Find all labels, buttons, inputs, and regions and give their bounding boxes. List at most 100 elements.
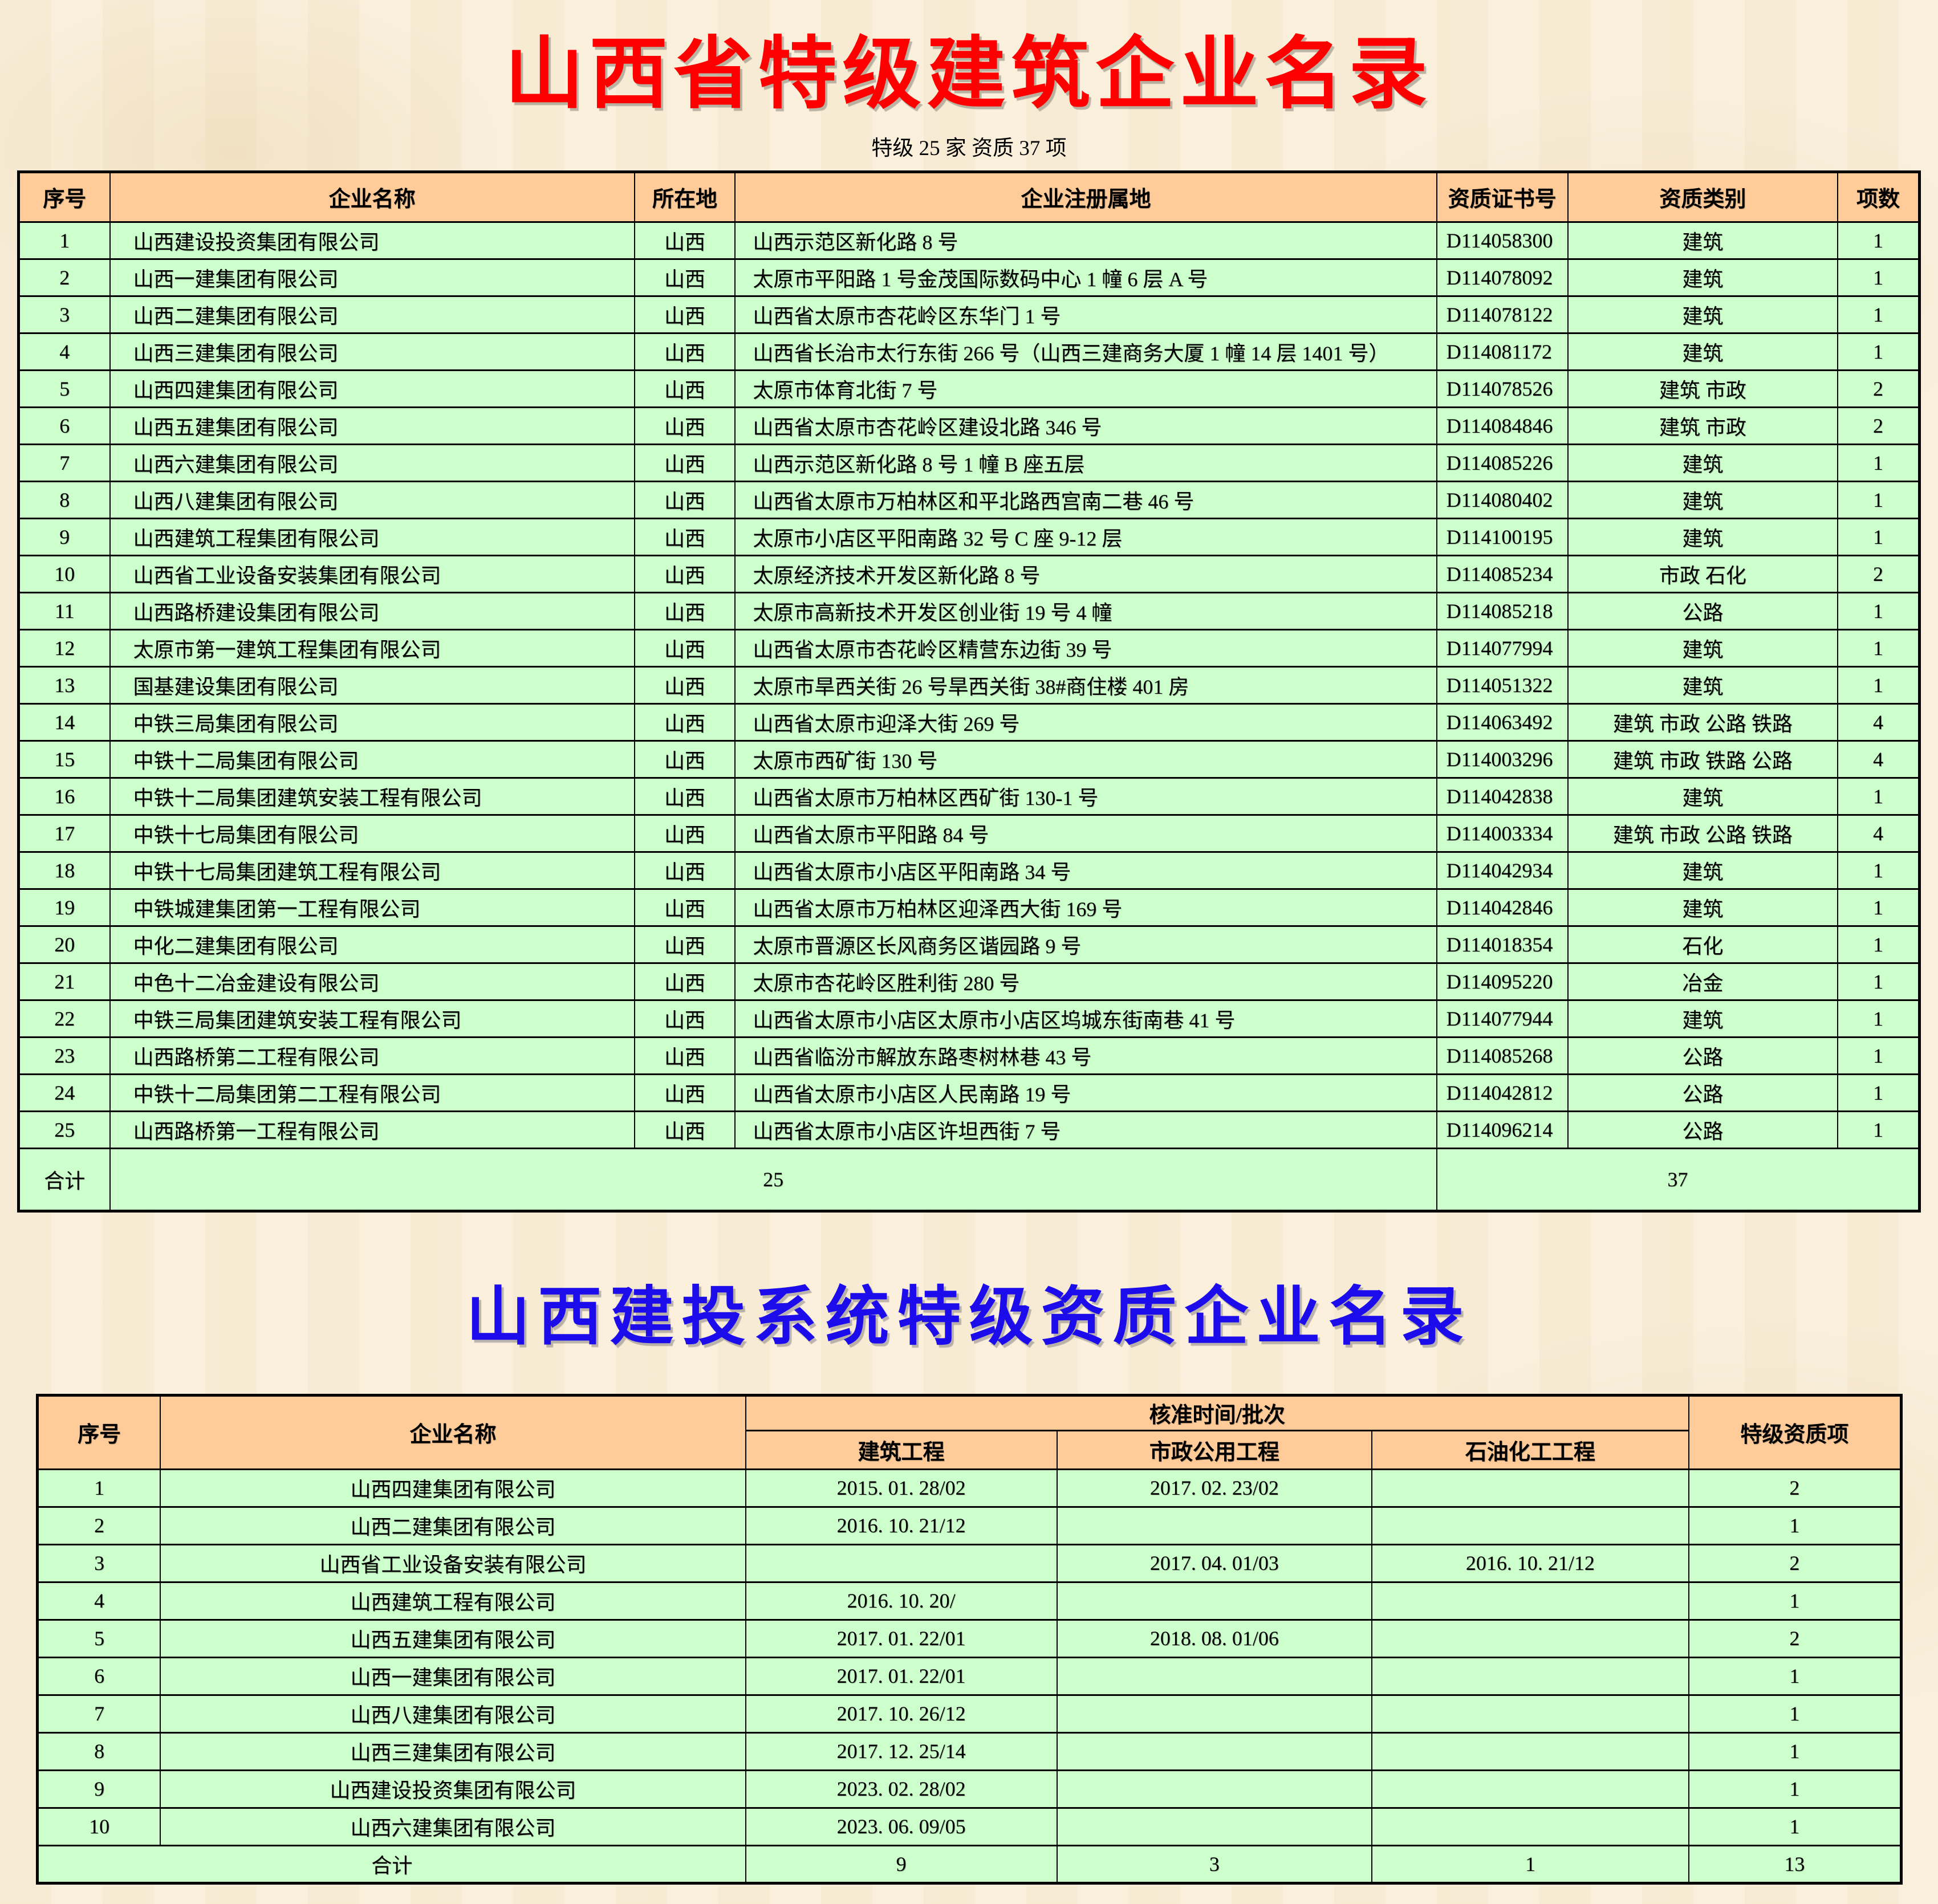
table1-cell-address: 山西省太原市小店区人民南路 19 号	[734, 1073, 1437, 1112]
table2-row: 8 山西三建集团有限公司 2017. 12. 25/14 1	[36, 1731, 1902, 1771]
table1-total-companies: 25	[109, 1147, 1437, 1212]
main-title: 山西省特级建筑企业名录	[505, 31, 1433, 118]
table2-cell-municipal-date	[1056, 1769, 1373, 1809]
table1-cell-name: 中铁十二局集团有限公司	[109, 739, 635, 779]
table1-cell-address: 山西省太原市平阳路 84 号	[734, 813, 1437, 853]
table1-cell-count: 1	[1837, 517, 1920, 556]
table1-cell-location: 山西	[633, 258, 736, 297]
table1-cell-category: 建筑	[1567, 999, 1839, 1038]
table1-cell-address: 山西示范区新化路 8 号	[734, 221, 1437, 260]
table1-cell-address: 山西省太原市小店区许坦西街 7 号	[734, 1110, 1437, 1149]
table2-col-approval-group: 核准时间/批次	[745, 1394, 1689, 1431]
table1-cell-location: 山西	[633, 554, 736, 593]
table1-cell-cert-no: D114003296	[1436, 739, 1569, 779]
table1-cell-no: 22	[18, 999, 111, 1038]
table2-row: 10 山西六建集团有限公司 2023. 06. 09/05 1	[36, 1807, 1902, 1846]
table1-cell-category: 建筑 市政 铁路 公路	[1567, 739, 1839, 779]
table1-cell-location: 山西	[633, 962, 736, 1001]
table1-cell-name: 中铁十二局集团建筑安装工程有限公司	[109, 776, 635, 816]
table1-cell-name: 山西一建集团有限公司	[109, 258, 635, 297]
table1-cell-address: 太原市高新技术开发区创业街 19 号 4 幢	[734, 591, 1437, 630]
table1-cell-cert-no: D114096214	[1436, 1110, 1569, 1149]
table1-cell-count: 1	[1837, 962, 1920, 1001]
table1-row: 5 山西四建集团有限公司 山西 太原市体育北街 7 号 D114078526 建筑 市政 2	[18, 369, 1920, 408]
table1-cell-category: 建筑 市政	[1567, 406, 1839, 445]
table1-cell-address: 太原经济技术开发区新化路 8 号	[734, 554, 1437, 593]
table1-cell-location: 山西	[633, 1110, 736, 1149]
table2-cell-name: 山西一建集团有限公司	[160, 1656, 746, 1696]
table1-cell-name: 山西路桥第一工程有限公司	[109, 1110, 635, 1149]
table1-cell-category: 建筑	[1567, 295, 1839, 334]
table2-row: 1 山西四建集团有限公司 2015. 01. 28/02 2017. 02. 23/0…	[36, 1468, 1902, 1508]
table1-cell-name: 山西八建集团有限公司	[109, 480, 635, 519]
table1-cell-name: 山西省工业设备安装集团有限公司	[109, 554, 635, 593]
subtitle-summary: 特级 25 家 资质 37 项	[871, 136, 1067, 160]
table1-cell-name: 山西四建集团有限公司	[109, 369, 635, 408]
table1-row: 23 山西路桥第二工程有限公司 山西 山西省临汾市解放东路枣树林巷 43 号 D1140…	[18, 1036, 1920, 1075]
table2-cell-name: 山西四建集团有限公司	[160, 1468, 746, 1508]
table1-cell-count: 1	[1837, 221, 1920, 260]
table1-cell-category: 石化	[1567, 925, 1839, 964]
table1-col-location: 所在地	[633, 170, 736, 223]
table1-cell-address: 太原市小店区平阳南路 32 号 C 座 9-12 层	[734, 517, 1437, 556]
table1-cell-name: 中铁城建集团第一工程有限公司	[109, 888, 635, 927]
table2-cell-municipal-date	[1056, 1694, 1373, 1734]
table1-row: 21 中色十二冶金建设有限公司 山西 太原市杏花岭区胜利街 280 号 D1140952…	[18, 962, 1920, 1001]
table1-cell-cert-no: D114042838	[1436, 776, 1569, 816]
table1-cell-no: 14	[18, 702, 111, 742]
table1-cell-count: 1	[1837, 295, 1920, 334]
table2-body: 1 山西四建集团有限公司 2015. 01. 28/02 2017. 02. 23/0…	[36, 1468, 1902, 1846]
table1-row: 16 中铁十二局集团建筑安装工程有限公司 山西 山西省太原市万柏林区西矿街 130-1…	[18, 776, 1920, 816]
table1-cell-address: 山西省临汾市解放东路枣树林巷 43 号	[734, 1036, 1437, 1075]
table1-cell-address: 山西省太原市万柏林区迎泽西大街 169 号	[734, 888, 1437, 927]
table1-cell-cert-no: D114042846	[1436, 888, 1569, 927]
table2-row: 7 山西八建集团有限公司 2017. 10. 26/12 1	[36, 1694, 1902, 1734]
table1-cell-cert-no: D114077944	[1436, 999, 1569, 1038]
table1-cell-no: 16	[18, 776, 111, 816]
table1-cell-count: 1	[1837, 332, 1920, 371]
table2-cell-no: 6	[36, 1656, 161, 1696]
table1-row: 8 山西八建集团有限公司 山西 山西省太原市万柏林区和平北路西宫南二巷 46 号 D11…	[18, 480, 1920, 519]
table1-cell-count: 2	[1837, 406, 1920, 445]
table2-total-municipal: 3	[1056, 1844, 1373, 1884]
table1-header: 序号 企业名称 所在地 企业注册属地 资质证书号 资质类别 项数	[18, 170, 1920, 223]
table2-cell-grade-count: 1	[1688, 1581, 1902, 1621]
table2-cell-petrochemical-date	[1371, 1618, 1689, 1658]
table1-cell-cert-no: D114084846	[1436, 406, 1569, 445]
table1-cell-count: 1	[1837, 258, 1920, 297]
table1-col-count: 项数	[1837, 170, 1920, 223]
table2-cell-grade-count: 2	[1688, 1618, 1902, 1658]
table2-col-grade-count: 特级资质项	[1688, 1394, 1902, 1470]
table1-row: 4 山西三建集团有限公司 山西 山西省长治市太行东街 266 号（山西三建商务大厦 1…	[18, 332, 1920, 371]
table2-cell-construction-date: 2016. 10. 21/12	[745, 1506, 1058, 1545]
table1-cell-cert-no: D114078122	[1436, 295, 1569, 334]
table1-cell-location: 山西	[633, 295, 736, 334]
table1-cell-category: 建筑	[1567, 851, 1839, 890]
table2-cell-municipal-date	[1056, 1656, 1373, 1696]
table1-cell-name: 太原市第一建筑工程集团有限公司	[109, 628, 635, 668]
table2-cell-grade-count: 2	[1688, 1468, 1902, 1508]
table1-cell-no: 19	[18, 888, 111, 927]
table2-row: 9 山西建设投资集团有限公司 2023. 02. 28/02 1	[36, 1769, 1902, 1809]
table1-cell-category: 建筑	[1567, 332, 1839, 371]
table1-row: 20 中化二建集团有限公司 山西 太原市晋源区长风商务区谐园路 9 号 D1140183…	[18, 925, 1920, 964]
table1-cell-count: 4	[1837, 813, 1920, 853]
table1-header-row: 序号 企业名称 所在地 企业注册属地 资质证书号 资质类别 项数	[18, 170, 1920, 223]
table1-cell-count: 1	[1837, 851, 1920, 890]
table2-row: 5 山西五建集团有限公司 2017. 01. 22/01 2018. 08. 01/0…	[36, 1618, 1902, 1658]
table1-cell-location: 山西	[633, 480, 736, 519]
table1-cell-no: 17	[18, 813, 111, 853]
table1-cell-no: 18	[18, 851, 111, 890]
table1-col-no: 序号	[18, 170, 111, 223]
table1-cell-category: 建筑	[1567, 221, 1839, 260]
table1-cell-count: 1	[1837, 443, 1920, 482]
table1-cell-no: 6	[18, 406, 111, 445]
table1-cell-address: 太原市旱西关街 26 号旱西关街 38#商住楼 401 房	[734, 665, 1437, 705]
table2-cell-municipal-date	[1056, 1807, 1373, 1846]
table1-cell-count: 1	[1837, 888, 1920, 927]
table1-cell-name: 山西六建集团有限公司	[109, 443, 635, 482]
table1-row: 17 中铁十七局集团有限公司 山西 山西省太原市平阳路 84 号 D114003334 建…	[18, 813, 1920, 853]
table1-cell-cert-no: D114080402	[1436, 480, 1569, 519]
table1-cell-no: 20	[18, 925, 111, 964]
